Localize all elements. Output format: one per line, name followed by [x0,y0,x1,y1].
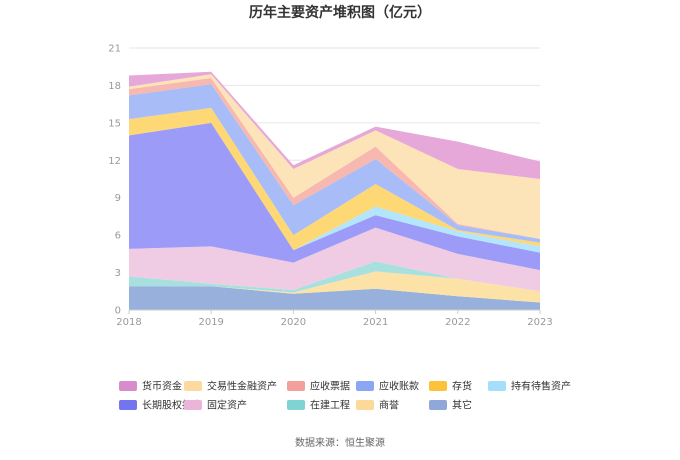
legend-label: 持有待售资产 [511,380,571,393]
area-series-3 [129,227,540,292]
legend-label: 固定资产 [207,399,247,412]
legend-swatch [429,400,447,410]
legend-label: 其它 [452,399,472,412]
area-series-9 [129,74,540,239]
y-tick-label: 12 [108,156,121,167]
legend-label: 交易性金融资产 [207,380,277,393]
area-series-10 [129,71,540,179]
y-tick-label: 21 [108,44,121,55]
legend-swatch [119,400,137,410]
area-series-6 [129,107,540,251]
y-tick-label: 6 [115,231,121,242]
x-tick-label: 2023 [527,317,552,328]
legend-swatch [429,381,447,391]
legend-label: 存货 [452,380,472,393]
data-source: 数据来源：恒生聚源 [295,436,385,449]
x-tick-label: 2022 [445,317,470,328]
axes: 0 3 6 9 12 15 18 21 2018 2019 2020 2021 2022 2023 [108,44,552,329]
area-series-0 [129,286,540,310]
legend-swatch [488,381,506,391]
y-tick-label: 0 [115,306,121,317]
legend-label: 商誉 [379,399,399,412]
area-series-5 [129,122,540,253]
legend-swatch [287,381,305,391]
x-tick-label: 2019 [198,317,223,328]
area-series-7 [129,84,540,243]
y-tick-label: 18 [108,81,121,92]
legend-swatch [184,381,202,391]
legend-label: 货币资金 [142,380,182,393]
legend-swatch [184,400,202,410]
y-tick-label: 3 [115,268,121,279]
plot-area [129,71,540,310]
area-series-4 [129,122,540,271]
legend-swatch [356,381,374,391]
legend-swatch [287,400,305,410]
legend-label: 在建工程 [310,399,350,412]
legend-swatch [356,400,374,410]
x-tick-label: 2018 [116,317,141,328]
legend-swatch [119,381,137,391]
x-tick-label: 2021 [363,317,388,328]
area-series-1 [129,271,540,303]
area-series-2 [129,261,540,293]
legend-label: 应收账款 [379,380,419,393]
chart-title: 历年主要资产堆积图（亿元） [249,4,431,21]
legend-label: 应收票据 [310,380,350,393]
y-tick-label: 9 [115,193,121,204]
x-tick-label: 2020 [281,317,306,328]
y-tick-label: 15 [108,118,121,129]
